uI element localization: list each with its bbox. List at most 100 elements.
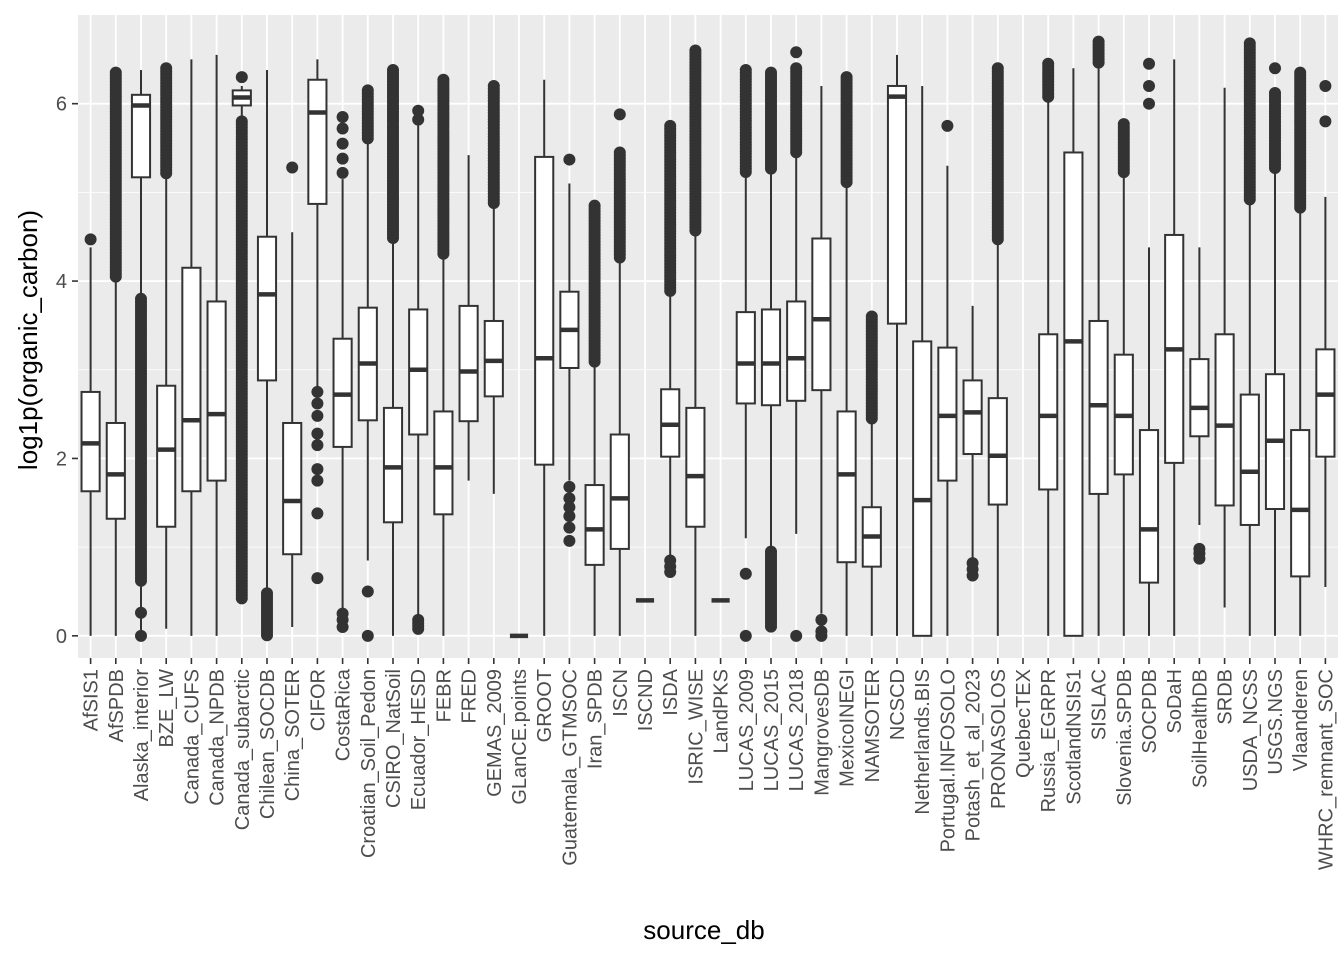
x-tick-label: LUCAS_2018 <box>786 669 808 791</box>
box-body <box>156 384 177 528</box>
x-tick-label: USGS.NGS <box>1265 669 1287 775</box>
outlier-point <box>412 113 425 126</box>
outlier-point <box>1143 97 1155 110</box>
outlier-point <box>765 620 777 633</box>
outlier-point <box>311 572 324 585</box>
x-tick-label: China_SOTER <box>282 669 304 801</box>
x-tick-label: PRONASOLOS <box>988 669 1010 809</box>
outlier-point <box>311 439 324 452</box>
outlier-point <box>487 196 500 209</box>
box-Netherlands.BIS <box>912 85 933 637</box>
outlier-point <box>84 233 97 246</box>
outlier-point <box>311 409 324 422</box>
x-tick-label: SoilHealthDB <box>1189 669 1211 788</box>
x-tick-label: Canada_subarctic <box>232 669 254 830</box>
x-tick-label: SRDB <box>1215 669 1237 725</box>
x-tick-label: Potash_et_al_2023 <box>963 669 985 841</box>
box-body <box>458 304 479 423</box>
box-Portugal.INFOSOLO <box>937 119 958 636</box>
box-NAMSOTER <box>861 310 882 636</box>
outlier-point <box>563 534 576 547</box>
box-Russia_EGRPR <box>1038 57 1059 636</box>
x-tick-label: NAMSOTER <box>862 669 884 782</box>
box-Ecuador_HESD <box>408 104 429 635</box>
box-body <box>886 84 908 325</box>
outlier-point <box>361 629 374 642</box>
outlier-point <box>563 501 576 514</box>
x-tick-label: FEBR <box>433 669 455 722</box>
box-MexicoINEGI <box>836 71 857 636</box>
x-tick-label: Netherlands.BIS <box>912 669 934 815</box>
outlier-point <box>437 247 450 260</box>
x-tick-label: ISRIC_WISE <box>685 669 707 785</box>
x-tick-label: AfSPDB <box>106 669 128 742</box>
outlier-point <box>311 507 324 520</box>
outlier-point <box>966 569 979 582</box>
box-SoDaH <box>1164 59 1185 636</box>
x-tick-label: BZE_LW <box>156 669 178 748</box>
box-body <box>1138 429 1160 584</box>
outlier-point <box>336 122 349 135</box>
box-Slovenia.SPDB <box>1113 118 1134 636</box>
box-body <box>181 266 202 493</box>
box-USDA_NCSS <box>1239 37 1260 636</box>
box-body <box>735 311 756 405</box>
x-tick-label: CIFOR <box>307 669 329 731</box>
box-body <box>584 484 605 566</box>
x-tick-label: ISDA <box>660 668 682 715</box>
outlier-point <box>235 592 248 605</box>
box-body <box>1290 429 1311 578</box>
outlier-point <box>865 412 878 425</box>
x-tick-label: Chilean_SOCDB <box>257 669 279 819</box>
box-LUCAS_2018 <box>786 46 807 642</box>
x-tick-label: Alaska_interior <box>131 669 153 802</box>
x-tick-label: ISCN <box>610 669 632 717</box>
x-tick-label: Ecuador_HESD <box>408 669 430 810</box>
outlier-point <box>1193 552 1206 565</box>
x-tick-label: USDA_NCSS <box>1240 669 1262 791</box>
x-tick-label: Canada_NPDB <box>207 669 229 806</box>
box-body <box>1315 348 1336 458</box>
box-Canada_NPDB <box>206 54 227 636</box>
x-tick-label: Slovenia.SPDB <box>1114 669 1136 806</box>
outlier-point <box>160 167 173 180</box>
x-tick-label: Croatian_Soil_Pedon <box>358 669 380 858</box>
box-body <box>256 235 278 382</box>
outlier-point <box>1243 193 1256 206</box>
box-GEMAS_2009 <box>483 79 504 494</box>
box-body <box>1239 393 1260 526</box>
box-Croatian_Soil_Pedon <box>357 84 378 642</box>
outlier-point <box>1269 162 1281 175</box>
outlier-point <box>1117 166 1130 179</box>
x-tick-label: Guatemala_GTMSOC <box>559 669 581 866</box>
box-body <box>1214 333 1235 507</box>
outlier-point <box>1294 201 1307 214</box>
box-body <box>685 406 706 528</box>
outlier-point <box>765 162 777 175</box>
box-ISCN <box>609 108 630 636</box>
box-FRED <box>458 155 479 481</box>
outlier-point <box>311 463 324 476</box>
outlier-point <box>588 355 601 368</box>
outlier-point <box>790 629 803 642</box>
box-body <box>987 397 1008 506</box>
box-body <box>105 421 126 520</box>
box-Iran_SPDB <box>584 199 605 636</box>
x-tick-label: NCSCD <box>887 669 909 740</box>
outlier-point <box>790 46 803 59</box>
box-Potash_et_al_2023 <box>962 305 983 582</box>
box-body <box>811 237 832 392</box>
outlier-point <box>387 231 399 244</box>
outlier-point <box>664 565 677 578</box>
box-NCSCD <box>886 54 908 636</box>
box-body <box>609 433 630 550</box>
outlier-point <box>311 474 324 487</box>
x-tick-label: LUCAS_2015 <box>761 669 783 791</box>
x-tick-label: SoDaH <box>1164 669 1186 733</box>
outlier-point <box>563 510 576 523</box>
box-body <box>836 410 857 564</box>
box-ScotlandNSIS1 <box>1063 68 1084 637</box>
box-body <box>1063 151 1084 637</box>
outlier-point <box>815 613 828 626</box>
outlier-point <box>336 137 349 150</box>
